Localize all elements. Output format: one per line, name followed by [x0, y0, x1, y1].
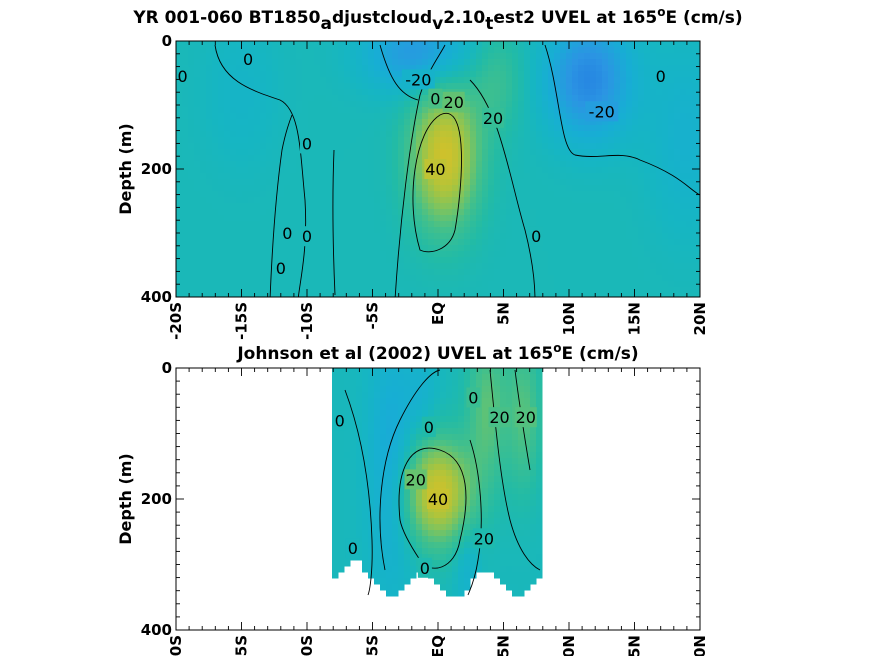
- contour-label-bg: [488, 407, 511, 428]
- contour-label-bg: [300, 133, 314, 154]
- contour-label: 20: [406, 470, 426, 489]
- chart-title: YR 001-060 BT1850adjustcloudv2.10test2 U…: [132, 5, 742, 34]
- chart-title-part: djustcloud: [332, 8, 432, 28]
- contour-label-bg: [404, 469, 427, 490]
- y-tick-label: 200: [141, 490, 172, 508]
- contour-label: 0: [243, 50, 253, 69]
- contour-label: 0: [302, 134, 312, 153]
- y-tick-label: 0: [162, 32, 172, 50]
- x-tick-label: -15S: [233, 302, 251, 340]
- x-tick-label: 15N: [626, 635, 644, 656]
- contour-label: 0: [177, 67, 187, 86]
- x-tick-label: 5N: [495, 302, 513, 325]
- contour-label: 20: [474, 529, 494, 548]
- contour-label: 20: [489, 408, 509, 427]
- contour-label-bg: [427, 489, 449, 509]
- contour-label-bg: [401, 69, 435, 90]
- x-tick-label: -10S: [298, 302, 316, 340]
- contour-label: 20: [444, 93, 464, 112]
- contour-label: 20: [516, 408, 536, 427]
- chart-title-part: a: [320, 14, 331, 34]
- chart-title-part: t: [485, 14, 493, 34]
- contour-label-bg: [273, 258, 288, 279]
- contour-label-bg: [241, 48, 256, 69]
- y-tick-label: 400: [141, 288, 172, 306]
- contour-label-bg: [466, 387, 481, 408]
- contour-label: 0: [302, 227, 312, 246]
- x-tick-label: 10N: [560, 635, 578, 656]
- y-axis-label: Depth (m): [116, 123, 135, 215]
- chart-title-part: Johnson et al (2002) UVEL at 165: [236, 344, 553, 364]
- contour-label: -20: [405, 70, 431, 89]
- contour-label-bg: [175, 66, 190, 87]
- uvel-field: [176, 41, 700, 297]
- chart-title-part: v: [432, 14, 443, 34]
- contour-label-bg: [417, 557, 432, 578]
- uvel-field: [332, 368, 543, 597]
- y-tick-label: 200: [141, 160, 172, 178]
- x-tick-label: EQ: [429, 635, 447, 656]
- chart-title-part: o: [657, 5, 665, 19]
- contour-label: 0: [531, 227, 541, 246]
- x-tick-label: -20S: [167, 302, 185, 340]
- x-tick-label: -15S: [233, 635, 251, 656]
- contour-label: 0: [424, 418, 434, 437]
- chart-title-part: 2.10: [443, 8, 485, 28]
- x-tick-label: -20S: [167, 635, 185, 656]
- contour-label-bg: [345, 538, 360, 559]
- contour-label: 0: [420, 559, 430, 578]
- chart-title-part: YR 001-060 BT1850: [132, 8, 320, 28]
- chart-title-part: E (cm/s): [561, 344, 638, 364]
- contour-label: 40: [425, 160, 445, 179]
- contour-label: -20: [589, 102, 615, 121]
- contour-label-bg: [442, 91, 465, 112]
- contour-label-bg: [332, 410, 347, 431]
- contour-label: 0: [430, 90, 440, 109]
- y-tick-label: 0: [162, 359, 172, 377]
- y-tick-label: 400: [141, 621, 172, 639]
- contour-label: 0: [468, 388, 478, 407]
- contour-label: 0: [335, 411, 345, 430]
- contour-label-bg: [482, 107, 505, 128]
- contour-label-bg: [424, 159, 447, 179]
- contour-label-bg: [428, 88, 443, 109]
- contour-label: 0: [282, 224, 292, 243]
- contour-label-bg: [585, 101, 619, 122]
- x-tick-label: -5S: [364, 302, 382, 329]
- x-tick-label: 20N: [691, 302, 709, 335]
- contour-label-bg: [653, 66, 668, 87]
- x-tick-label: EQ: [429, 302, 447, 325]
- contour-label: 20: [483, 109, 503, 128]
- contour-label: 40: [428, 490, 448, 509]
- chart-title-part: o: [553, 341, 561, 355]
- x-tick-label: 10N: [560, 302, 578, 335]
- y-axis-label: Depth (m): [116, 453, 135, 545]
- contour-label: 0: [276, 259, 286, 278]
- contour-label: 0: [348, 539, 358, 558]
- x-tick-label: 15N: [626, 302, 644, 335]
- chart-title: Johnson et al (2002) UVEL at 165oE (cm/s…: [236, 341, 638, 364]
- contour-label-bg: [529, 226, 544, 247]
- x-tick-label: 5N: [495, 635, 513, 656]
- contour-label-bg: [421, 416, 436, 437]
- x-tick-label: 20N: [691, 635, 709, 656]
- chart-title-part: E (cm/s): [665, 8, 742, 28]
- contour-label-bg: [514, 407, 537, 428]
- contour-label-bg: [472, 528, 495, 549]
- x-tick-label: -5S: [364, 635, 382, 656]
- contour-label: 0: [656, 67, 666, 86]
- x-tick-label: -10S: [298, 635, 316, 656]
- chart-title-part: est2 UVEL at 165: [493, 8, 657, 28]
- contour-label-bg: [280, 223, 295, 243]
- contour-label-bg: [300, 226, 314, 247]
